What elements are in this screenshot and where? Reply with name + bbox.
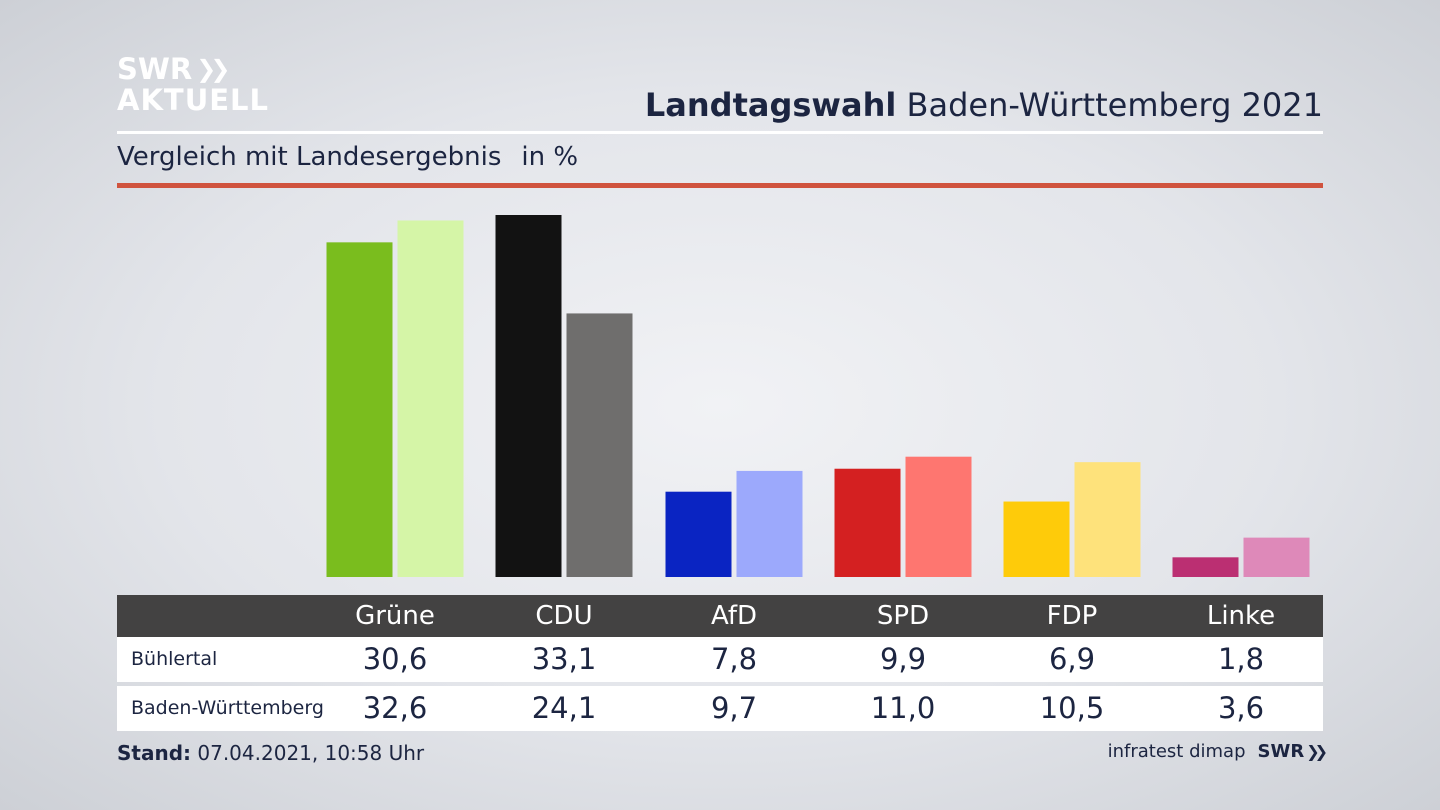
- bar-gruene-buehlertal: [326, 242, 393, 578]
- bar-afd-buehlertal: [665, 491, 732, 577]
- title-rest: Baden-Württemberg 2021: [906, 86, 1324, 124]
- unit-label: in %: [521, 142, 579, 172]
- source-credit: infratest dimap SWR ❯❯: [1107, 741, 1328, 762]
- results-table: Grüne CDU AfD SPD FDP Linke Bühlertal 30,6 33,…: [117, 595, 1323, 731]
- column-header-linke: Linke: [1206, 601, 1276, 631]
- value-fdp: 6,9: [1048, 642, 1096, 676]
- logo-aktuell-text: AKTUELL: [117, 83, 270, 117]
- value-gruene: 30,6: [362, 642, 428, 676]
- header-divider: [117, 131, 1323, 134]
- page-title: Landtagswahl Baden-Württemberg 2021: [645, 86, 1323, 124]
- bar-spd-baden-wuerttemberg: [905, 456, 972, 577]
- subtitle-divider: [117, 183, 1323, 188]
- bar-gruene-baden-wuerttemberg: [397, 220, 464, 578]
- row-label: Baden-Württemberg: [131, 697, 324, 719]
- stand-value: 07.04.2021, 10:58 Uhr: [197, 741, 425, 765]
- value-spd: 9,9: [879, 642, 927, 676]
- logo-swr-text: SWR: [117, 52, 193, 86]
- bar-spd-buehlertal: [834, 468, 901, 577]
- swr-brand: SWR: [1257, 741, 1305, 762]
- stand-label: Stand:: [117, 741, 192, 765]
- value-fdp: 10,5: [1039, 691, 1105, 725]
- value-linke: 1,8: [1217, 642, 1265, 676]
- source-text: infratest dimap: [1107, 741, 1246, 762]
- column-header-gruene: Grüne: [355, 601, 435, 631]
- value-gruene: 32,6: [362, 691, 428, 725]
- table-header: Grüne CDU AfD SPD FDP Linke: [117, 595, 1323, 637]
- bar-cdu-buehlertal: [495, 215, 562, 577]
- value-cdu: 33,1: [531, 642, 597, 676]
- bar-fdp-buehlertal: [1003, 501, 1070, 577]
- column-header-afd: AfD: [710, 601, 758, 631]
- table-row-bw: Baden-Württemberg 32,6 24,1 9,7 11,0 10,5 3,6: [117, 686, 1323, 731]
- double-chevron-icon: ❯❯: [1306, 742, 1328, 761]
- swr-aktuell-logo: SWR ❯❯ AKTUELL: [117, 54, 269, 116]
- value-afd: 7,8: [710, 642, 758, 676]
- subtitle-text: Vergleich mit Landesergebnis: [117, 142, 502, 172]
- row-label: Bühlertal: [131, 648, 218, 670]
- value-linke: 3,6: [1217, 691, 1265, 725]
- column-header-spd: SPD: [876, 601, 930, 631]
- column-header-fdp: FDP: [1046, 601, 1098, 631]
- bar-linke-buehlertal: [1172, 557, 1239, 577]
- bar-linke-baden-wuerttemberg: [1243, 537, 1310, 577]
- bar-cdu-baden-wuerttemberg: [566, 313, 633, 577]
- bar-fdp-baden-wuerttemberg: [1074, 462, 1141, 577]
- column-header-cdu: CDU: [535, 601, 593, 631]
- value-cdu: 24,1: [531, 691, 597, 725]
- value-afd: 9,7: [710, 691, 758, 725]
- table-row-buehlertal: Bühlertal 30,6 33,1 7,8 9,9 6,9 1,8: [117, 637, 1323, 682]
- timestamp: Stand: 07.04.2021, 10:58 Uhr: [117, 741, 424, 765]
- bar-afd-baden-wuerttemberg: [736, 470, 803, 577]
- chart-subtitle: Vergleich mit Landesergebnis in %: [117, 142, 578, 172]
- value-spd: 11,0: [870, 691, 936, 725]
- title-bold: Landtagswahl: [644, 86, 897, 124]
